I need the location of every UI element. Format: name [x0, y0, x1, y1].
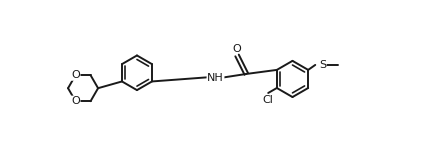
Text: S: S [319, 60, 326, 70]
Text: Cl: Cl [262, 95, 273, 105]
Text: O: O [233, 43, 241, 54]
Text: NH: NH [207, 73, 224, 83]
Text: O: O [71, 96, 80, 106]
Text: O: O [71, 70, 80, 80]
